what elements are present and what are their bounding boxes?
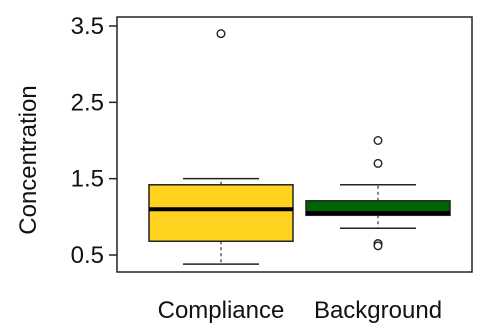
box-compliance (148, 29, 294, 265)
box-background (305, 135, 451, 251)
outlier-point (373, 135, 383, 145)
y-axis-label: Concentration (15, 85, 42, 234)
x-category-label: Background (314, 297, 442, 324)
outlier-point (373, 158, 383, 168)
x-category-label: Compliance (158, 297, 285, 324)
outlier-point (216, 29, 226, 39)
box-group (148, 29, 451, 265)
box-iqr (148, 184, 294, 243)
y-tick-label: 3.5 (71, 13, 104, 40)
y-tick-label: 0.5 (71, 242, 104, 269)
x-axis-labels: Compliance Background (158, 297, 442, 324)
y-tick-label: 2.5 (71, 89, 104, 116)
y-tick-label: 1.5 (71, 166, 104, 193)
plot-frame (116, 16, 473, 273)
y-axis: 0.5 1.5 2.5 3.5 (71, 13, 117, 269)
outlier-point (373, 241, 383, 251)
